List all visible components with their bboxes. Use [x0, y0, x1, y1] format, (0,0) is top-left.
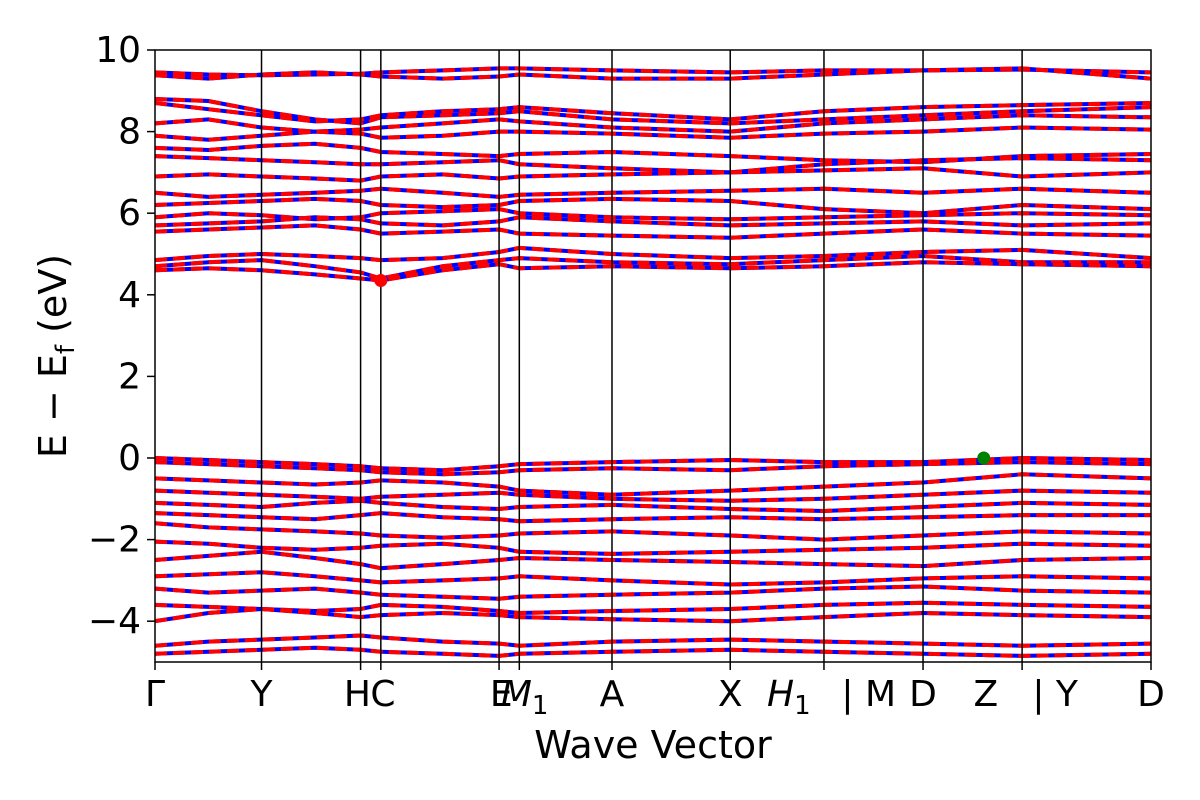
x-tick-label-4: E [490, 674, 513, 715]
x-tick-label-8: H1 [767, 674, 811, 721]
x-tick-label-13: D [1137, 674, 1165, 715]
x-tick-label-7: X [718, 674, 743, 715]
x-tick-label-0: Γ [145, 674, 165, 715]
x-tick-label-3: C [370, 674, 395, 715]
bands-layer [155, 66, 1151, 658]
extrema-markers [374, 274, 991, 465]
x-tick-label-11: Z [974, 674, 999, 715]
y-tick-label: 8 [118, 112, 141, 153]
y-axis-title-main: E − E [31, 354, 75, 458]
x-tick-label-2: H [344, 674, 371, 715]
plot-frame [154, 49, 1152, 663]
x-tick-label-9: | M [841, 674, 896, 715]
marker-vbm [977, 451, 991, 465]
x-axis-title: Wave Vector [534, 723, 772, 767]
y-axis-title: E − Ef (eV) [31, 254, 81, 458]
y-axis-ticks: −4 −2 0 2 4 6 8 10 [88, 30, 155, 642]
x-tick-label-5: M1 [501, 674, 549, 721]
y-tick-label: 0 [118, 438, 141, 479]
marker-cbm [374, 274, 388, 288]
k-point-lines [260, 50, 1023, 662]
x-tick-label-12: | Y [1032, 674, 1079, 715]
y-tick-label: 2 [118, 356, 141, 397]
x-tick-label-1: Y [250, 674, 274, 715]
y-tick-label: 6 [118, 193, 141, 234]
x-tick-label-10: D [909, 674, 937, 715]
y-tick-label: −4 [88, 601, 141, 642]
y-tick-label: −2 [88, 520, 141, 561]
x-tick-label-6: A [600, 674, 625, 715]
y-tick-label: 10 [95, 30, 141, 71]
y-axis-title-unit: (eV) [31, 254, 75, 345]
y-axis-title-sub: f [51, 344, 81, 354]
y-tick-label: 4 [118, 275, 141, 316]
